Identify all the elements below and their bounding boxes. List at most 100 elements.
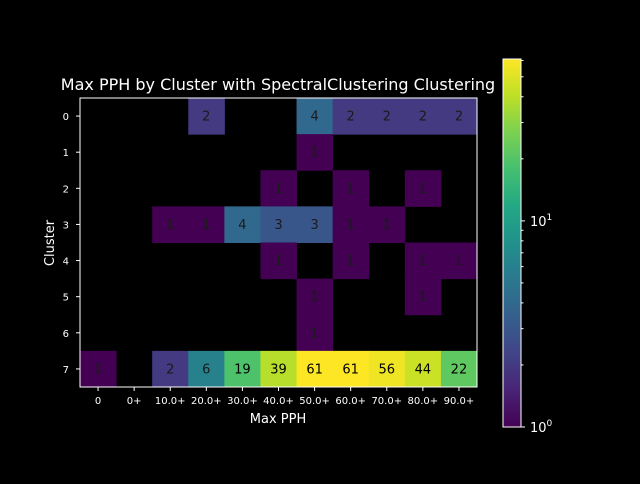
heatmap-cell xyxy=(440,350,478,388)
cell-value-label: 22 xyxy=(451,362,468,377)
x-tick-label: 0+ xyxy=(127,396,142,407)
cell-value-label: 1 xyxy=(419,254,427,269)
heatmap-cell xyxy=(332,206,370,243)
cell-value-label: 1 xyxy=(274,254,282,269)
heatmap-cell xyxy=(296,206,334,243)
heatmap-cell xyxy=(296,98,334,135)
cell-value-label: 2 xyxy=(419,110,427,125)
x-axis: 0 0+ 10.0+ 20.0+ 30.0+ 40.0+ 50.0+ 60.0+ 70.0+ 80… xyxy=(95,387,474,407)
heatmap-cells: 2 4 2 2 2 211 1 11 1 4 3 3 1 11 1 1 11 111 2 6 19 39 61 61 56 44 2… xyxy=(80,98,478,388)
cell-value-label: 19 xyxy=(234,362,251,377)
heatmap-cell xyxy=(368,98,406,135)
cell-value-label: 1 xyxy=(202,218,210,233)
heatmap-cell xyxy=(332,170,370,207)
heatmap-cell xyxy=(332,242,370,280)
cell-value-label: 1 xyxy=(94,362,102,377)
heatmap-cell xyxy=(332,98,370,135)
heatmap-cell xyxy=(224,350,261,388)
cell-value-label: 1 xyxy=(310,146,318,161)
cell-value-label: 2 xyxy=(455,110,463,125)
x-tick-label: 0 xyxy=(95,396,101,407)
cell-value-label: 2 xyxy=(347,110,355,125)
cell-value-label: 3 xyxy=(274,218,282,233)
x-tick-label: 20.0+ xyxy=(191,396,222,407)
colorbar: 100 101 xyxy=(502,58,553,436)
heatmap-cell xyxy=(296,314,334,352)
x-tick-label: 60.0+ xyxy=(335,396,366,407)
heatmap-cell xyxy=(80,350,117,388)
cell-value-label: 1 xyxy=(347,218,355,233)
cell-value-label: 1 xyxy=(347,254,355,269)
y-axis: 0 1 2 3 4 5 6 7 xyxy=(63,112,80,376)
cell-value-label: 44 xyxy=(415,362,432,377)
heatmap-cell xyxy=(188,98,225,135)
y-tick-label: 6 xyxy=(63,329,69,340)
heatmap-cell xyxy=(440,242,478,280)
heatmap-cell xyxy=(188,206,225,243)
cell-value-label: 1 xyxy=(274,182,282,197)
cell-value-label: 4 xyxy=(238,218,246,233)
x-tick-label: 40.0+ xyxy=(263,396,294,407)
colorbar-frame xyxy=(502,58,522,428)
x-tick-label: 80.0+ xyxy=(408,396,439,407)
x-tick-label: 70.0+ xyxy=(371,396,402,407)
y-tick-label: 1 xyxy=(63,148,69,159)
heatmap-cell xyxy=(260,350,298,388)
cell-value-label: 56 xyxy=(378,362,395,377)
cell-value-label: 1 xyxy=(419,290,427,305)
cell-value-label: 1 xyxy=(383,218,391,233)
cell-value-label: 6 xyxy=(202,362,210,377)
cell-value-label: 4 xyxy=(310,110,318,125)
heatmap-cell xyxy=(404,278,442,316)
y-tick-label: 0 xyxy=(63,112,69,123)
cell-value-label: 1 xyxy=(310,290,318,305)
x-tick-label: 10.0+ xyxy=(155,396,186,407)
heatmap-cell xyxy=(404,170,442,207)
cell-value-label: 39 xyxy=(270,362,287,377)
heatmap-cell xyxy=(260,242,298,280)
cell-value-label: 1 xyxy=(166,218,174,233)
y-tick-label: 4 xyxy=(63,257,69,268)
heatmap-cell xyxy=(440,98,478,135)
heatmap-cell xyxy=(224,206,261,243)
heatmap-cell xyxy=(296,350,334,388)
cell-value-label: 61 xyxy=(342,362,359,377)
chart-title: Max PPH by Cluster with SpectralClusteri… xyxy=(61,75,495,94)
colorbar-ticks: 100 101 xyxy=(521,59,553,436)
heatmap-cell xyxy=(332,350,370,388)
heatmap-cell xyxy=(260,170,298,207)
colorbar-tick-label: 100 xyxy=(530,419,553,436)
y-tick-label: 7 xyxy=(63,365,69,376)
heatmap-cell xyxy=(188,350,225,388)
heatmap-cell xyxy=(260,206,298,243)
y-tick-label: 5 xyxy=(63,293,69,304)
x-tick-label: 50.0+ xyxy=(299,396,330,407)
y-axis-label: Cluster xyxy=(43,219,58,266)
cell-value-label: 1 xyxy=(347,182,355,197)
cell-value-label: 3 xyxy=(310,218,318,233)
cell-value-label: 2 xyxy=(202,110,210,125)
heatmap-cell xyxy=(152,350,189,388)
y-tick-label: 2 xyxy=(63,184,69,195)
heatmap-cell xyxy=(296,278,334,316)
cell-value-label: 61 xyxy=(306,362,323,377)
cell-value-label: 1 xyxy=(419,182,427,197)
x-axis-label: Max PPH xyxy=(250,412,306,427)
x-tick-label: 90.0+ xyxy=(444,396,475,407)
cell-value-label: 2 xyxy=(383,110,391,125)
heatmap-cell xyxy=(404,242,442,280)
cell-value-label: 1 xyxy=(455,254,463,269)
heatmap-cell xyxy=(404,98,442,135)
cell-value-label: 2 xyxy=(166,362,174,377)
colorbar-gradient xyxy=(503,59,521,427)
heatmap-cell xyxy=(152,206,189,243)
heatmap-cell xyxy=(368,206,406,243)
x-tick-label: 30.0+ xyxy=(227,396,258,407)
cell-value-label: 1 xyxy=(310,326,318,341)
y-tick-label: 3 xyxy=(63,220,69,231)
heatmap-cell xyxy=(404,350,442,388)
colorbar-tick-label: 101 xyxy=(530,213,552,230)
heatmap-cell xyxy=(368,350,406,388)
